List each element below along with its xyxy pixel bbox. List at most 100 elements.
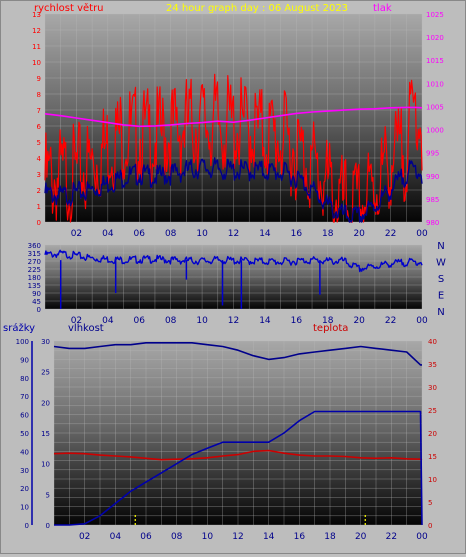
compass-label: N — [437, 241, 444, 252]
pressure-y-tick: 995 — [426, 150, 439, 158]
pressure-y-tick: 990 — [426, 173, 439, 181]
x-tick-label: 08 — [165, 316, 177, 326]
x-tick-label: 22 — [385, 229, 396, 239]
direction-y-tick: 270 — [28, 258, 41, 266]
temperature-label: teplota — [313, 323, 348, 334]
temp-y-tick: 25 — [428, 407, 437, 415]
precip-y-tick: 20 — [20, 485, 29, 493]
compass-label: N — [437, 307, 444, 318]
humidity-y-tick: 30 — [41, 338, 50, 346]
pressure-y-tick: 980 — [426, 219, 439, 227]
direction-y-tick: 315 — [28, 250, 41, 258]
direction-y-tick: 90 — [32, 290, 41, 298]
x-tick-label: 22 — [386, 532, 397, 542]
x-tick-label: 12 — [228, 229, 239, 239]
temp-y-tick: 35 — [428, 361, 437, 369]
x-tick-label: 00 — [416, 532, 428, 542]
humidity-y-tick: 25 — [41, 369, 50, 377]
x-tick-label: 14 — [263, 532, 275, 542]
humidity-y-tick: 10 — [41, 461, 50, 469]
wind-y-tick: 1 — [37, 203, 41, 211]
wind-y-tick: 2 — [37, 187, 41, 195]
x-tick-label: 04 — [110, 532, 122, 542]
x-tick-label: 16 — [291, 229, 303, 239]
x-tick-label: 12 — [228, 316, 239, 326]
x-tick-label: 00 — [416, 229, 428, 239]
temp-y-tick: 0 — [428, 522, 432, 530]
precipitation-label: srážky — [3, 322, 35, 334]
humidity-label: vlhkost — [68, 323, 104, 334]
precip-y-tick: 0 — [25, 522, 29, 530]
chart-title: 24 hour graph day : 06 August 2023 — [166, 3, 348, 14]
x-tick-label: 08 — [165, 229, 177, 239]
x-tick-label: 02 — [79, 532, 90, 542]
x-tick-label: 20 — [353, 316, 365, 326]
temp-y-tick: 5 — [428, 499, 432, 507]
humidity-series — [53, 342, 422, 366]
wind-y-tick: 11 — [32, 43, 41, 51]
wind-y-tick: 12 — [32, 27, 41, 35]
wind-y-tick: 6 — [37, 123, 42, 131]
x-tick-label: 10 — [196, 229, 208, 239]
x-tick-label: 18 — [324, 532, 336, 542]
precip-y-tick: 100 — [16, 338, 29, 346]
x-tick-label: 18 — [322, 316, 334, 326]
x-tick-label: 10 — [202, 532, 214, 542]
wind-direction-series — [44, 249, 423, 273]
humidity-y-tick: 0 — [46, 522, 50, 530]
wind-y-tick: 0 — [37, 219, 41, 227]
precip-y-tick: 60 — [20, 412, 29, 420]
temp-y-tick: 20 — [428, 430, 437, 438]
temp-y-tick: 30 — [428, 384, 437, 392]
wind-y-tick: 9 — [37, 75, 41, 83]
pressure-y-tick: 1000 — [426, 127, 444, 135]
precip-y-tick: 90 — [20, 356, 29, 364]
x-tick-label: 14 — [259, 316, 271, 326]
x-tick-label: 00 — [416, 316, 428, 326]
x-tick-label: 18 — [322, 229, 334, 239]
precip-y-tick: 40 — [20, 448, 29, 456]
direction-y-tick: 225 — [28, 266, 41, 274]
pressure-y-tick: 1025 — [426, 11, 444, 19]
wind-y-tick: 7 — [37, 107, 41, 115]
direction-y-tick: 45 — [32, 298, 41, 306]
wind-y-tick: 4 — [37, 155, 42, 163]
wind-y-tick: 8 — [37, 91, 41, 99]
humidity-y-tick: 15 — [41, 430, 50, 438]
wind-y-tick: 13 — [32, 11, 41, 19]
pressure-y-tick: 1020 — [426, 34, 444, 42]
x-tick-label: 02 — [71, 229, 82, 239]
pressure-y-tick: 1010 — [426, 80, 444, 88]
compass-label: S — [438, 274, 444, 285]
x-tick-label: 22 — [385, 316, 396, 326]
compass-label: W — [436, 258, 446, 269]
direction-y-tick: 180 — [28, 274, 41, 282]
wind-speed-series — [44, 73, 423, 223]
x-tick-label: 06 — [134, 316, 146, 326]
precip-y-tick: 70 — [20, 393, 29, 401]
pressure-series — [44, 106, 423, 128]
direction-y-tick: 135 — [28, 282, 41, 290]
x-tick-label: 06 — [140, 532, 152, 542]
direction-y-tick: 0 — [37, 306, 41, 314]
pressure-y-tick: 985 — [426, 196, 439, 204]
direction-y-tick: 360 — [28, 242, 41, 250]
precip-y-tick: 50 — [20, 430, 29, 438]
wind-speed-label: rychlost větru — [34, 2, 104, 14]
x-tick-label: 12 — [232, 532, 243, 542]
x-tick-label: 06 — [134, 229, 146, 239]
temp-y-tick: 10 — [428, 476, 437, 484]
wind-average-series — [44, 157, 423, 223]
pressure-label: tlak — [373, 3, 392, 14]
x-tick-label: 10 — [196, 316, 208, 326]
x-tick-label: 16 — [291, 316, 303, 326]
temp-y-tick: 15 — [428, 453, 437, 461]
x-tick-label: 08 — [171, 532, 183, 542]
x-tick-label: 20 — [353, 229, 365, 239]
pressure-y-tick: 1015 — [426, 57, 444, 65]
temperature-series — [53, 449, 423, 461]
wind-y-tick: 10 — [32, 59, 41, 67]
precip-y-tick: 10 — [20, 504, 29, 512]
